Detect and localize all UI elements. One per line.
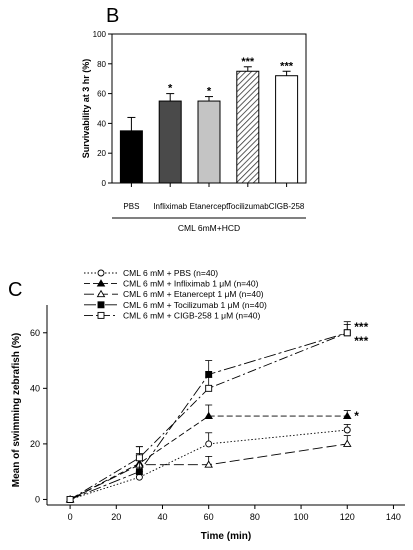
panel-c-x-tick-label: 20 xyxy=(111,512,121,522)
legend-marker-5 xyxy=(97,311,105,319)
panel-c: C Mean of swimming zebrafish (%) Time (m… xyxy=(8,268,405,542)
panel-b-y-axis-title: Survivability at 3 hr (%) xyxy=(81,59,91,159)
panel-c-x-tick-label: 0 xyxy=(68,512,73,522)
panel-c-axes: 0 20 40 60 0 20 40 60 80 100 120 140 xyxy=(30,305,405,522)
bar-pbs xyxy=(119,130,143,184)
series-1-point xyxy=(135,473,143,481)
panel-c-x-tick-label: 60 xyxy=(204,512,214,522)
series-5-point xyxy=(135,454,143,462)
series-3-line xyxy=(69,443,348,500)
series-3-point xyxy=(342,439,352,447)
panel-c-x-tick-label: 80 xyxy=(250,512,260,522)
significance-annotation-3: * xyxy=(354,409,359,423)
legend-label-5: CML 6 mM + CIGB-258 1 μM (n=40) xyxy=(123,310,260,320)
panel-c-x-axis-title: Time (min) xyxy=(201,531,251,542)
series-1-line xyxy=(69,429,348,500)
series-4-point xyxy=(205,370,213,378)
panel-b-y-tick-label: 40 xyxy=(97,119,106,128)
series-4-line xyxy=(69,332,348,500)
bar-cigb-258 xyxy=(275,75,299,184)
legend-label-4: CML 6 mM + Tocilizumab 1 μM (n=40) xyxy=(123,300,267,310)
panel-c-y-tick-label: 40 xyxy=(30,383,40,393)
legend-label-1: CML 6 mM + PBS (n=40) xyxy=(123,268,218,278)
panel-b-letter: B xyxy=(106,5,119,27)
legend-marker-4 xyxy=(97,301,105,309)
series-5-point xyxy=(205,384,213,392)
panel-c-letter: C xyxy=(8,279,22,301)
series-1-point xyxy=(343,426,351,434)
significance-cigb-258: *** xyxy=(280,60,294,72)
panel-b-y-tick-label: 20 xyxy=(97,149,106,158)
panel-b-y-tick-label: 80 xyxy=(97,60,106,69)
panel-c-series xyxy=(65,321,352,503)
legend-marker-3 xyxy=(96,289,106,298)
panel-c-annotations: ******* xyxy=(354,320,368,423)
series-4-point xyxy=(135,468,143,476)
category-label-etanercept: Etanercept xyxy=(190,202,229,211)
significance-annotation-1: *** xyxy=(354,320,368,334)
series-2-point xyxy=(342,411,352,420)
panel-b-y-tick-label: 0 xyxy=(102,179,107,188)
series-5-point xyxy=(343,329,351,337)
panel-b-bars: * **** *** xyxy=(119,56,299,184)
panel-c-x-tick-label: 40 xyxy=(157,512,167,522)
series-2-line xyxy=(69,415,348,500)
series-5 xyxy=(66,321,351,503)
panel-c-y-tick-label: 60 xyxy=(30,328,40,338)
panel-c-y-axis-title: Mean of swimming zebrafish (%) xyxy=(11,333,22,487)
panel-b-y-tick-label: 100 xyxy=(93,30,107,39)
series-5-point xyxy=(66,495,74,503)
panel-c-y-tick-label: 20 xyxy=(30,439,40,449)
panel-b-y-tick-label: 60 xyxy=(97,90,106,99)
series-2-point xyxy=(204,411,213,420)
legend-marker-1 xyxy=(97,269,105,277)
significance-tocilizumab: *** xyxy=(241,56,255,68)
category-label-pbs: PBS xyxy=(123,202,139,211)
series-5-line xyxy=(69,332,348,500)
significance-annotation-2: *** xyxy=(354,334,368,348)
series-3-point xyxy=(204,460,213,468)
category-label-tocilizumab: Tocilizumab xyxy=(227,202,269,211)
bar-etanercept xyxy=(197,100,221,184)
panel-c-x-tick-label: 120 xyxy=(340,512,355,522)
series-1-point xyxy=(205,440,213,448)
legend-label-2: CML 6 mM + Infliximab 1 μM (n=40) xyxy=(123,279,259,289)
panel-b-group-label: CML 6mM+HCD xyxy=(178,223,240,233)
category-label-cigb-258: CIGB-258 xyxy=(269,202,305,211)
bar-infliximab xyxy=(158,100,182,184)
legend-marker-2 xyxy=(96,279,106,287)
legend-label-3: CML 6 mM + Etanercept 1 μM (n=40) xyxy=(123,289,264,299)
panel-c-x-tick-label: 140 xyxy=(386,512,401,522)
panel-c-y-tick-label: 0 xyxy=(35,494,40,504)
significance-etanercept: * xyxy=(207,86,212,98)
panel-c-x-tick-label: 100 xyxy=(294,512,309,522)
category-label-infliximab: Infliximab xyxy=(153,202,187,211)
bar-tocilizumab xyxy=(236,70,260,184)
panel-b: B Survivability at 3 hr (%) 0 20 40 60 80 100… xyxy=(81,5,307,233)
panel-c-legend: CML 6 mM + PBS (n=40)CML 6 mM + Inflixim… xyxy=(84,268,267,320)
significance-infliximab: * xyxy=(168,83,173,95)
series-2 xyxy=(65,404,352,503)
